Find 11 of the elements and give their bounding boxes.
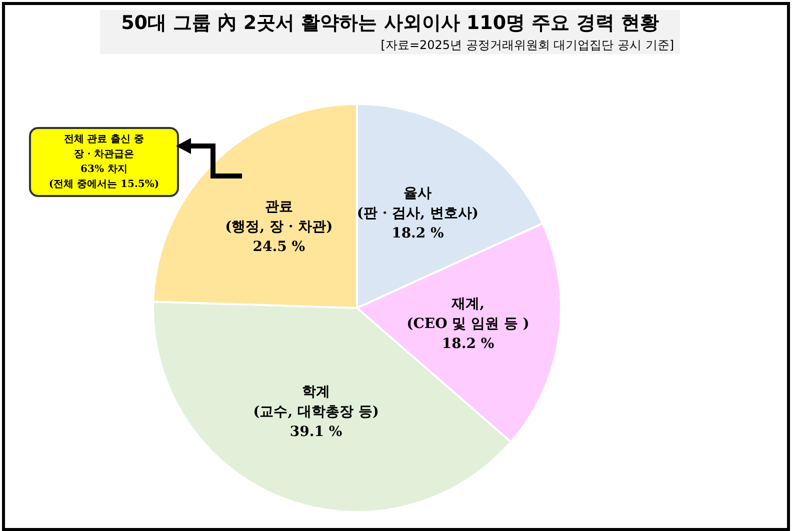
text: 전체 관료 출신 중 장 · 차관급은 63% 차지 (전체 중에서는 15.5%) (29, 127, 179, 197)
chart-title: 50대 그룹 內 2곳서 활약하는 사외이사 110명 주요 경력 현황 (120, 11, 660, 36)
data-label: 39.1 % (290, 424, 342, 440)
data-label: 18.2 % (392, 225, 444, 242)
data-label: 18.2 % (442, 336, 494, 352)
chart-subtitle: [자료=2025년 공정거래위원회 대기업집단 공시 기준] (380, 37, 675, 54)
data-label: 24.5 % (252, 239, 306, 256)
slice-label: 관료 (행정, 장 · 차관) (225, 199, 333, 236)
slice-label: 재계, (CEO 및 임원 등 ) (406, 296, 530, 332)
slice-label: 학계 (교수, 대학총장 등) (253, 384, 379, 420)
slice-label: 율사 (판 · 검사, 변호사) (356, 185, 479, 222)
